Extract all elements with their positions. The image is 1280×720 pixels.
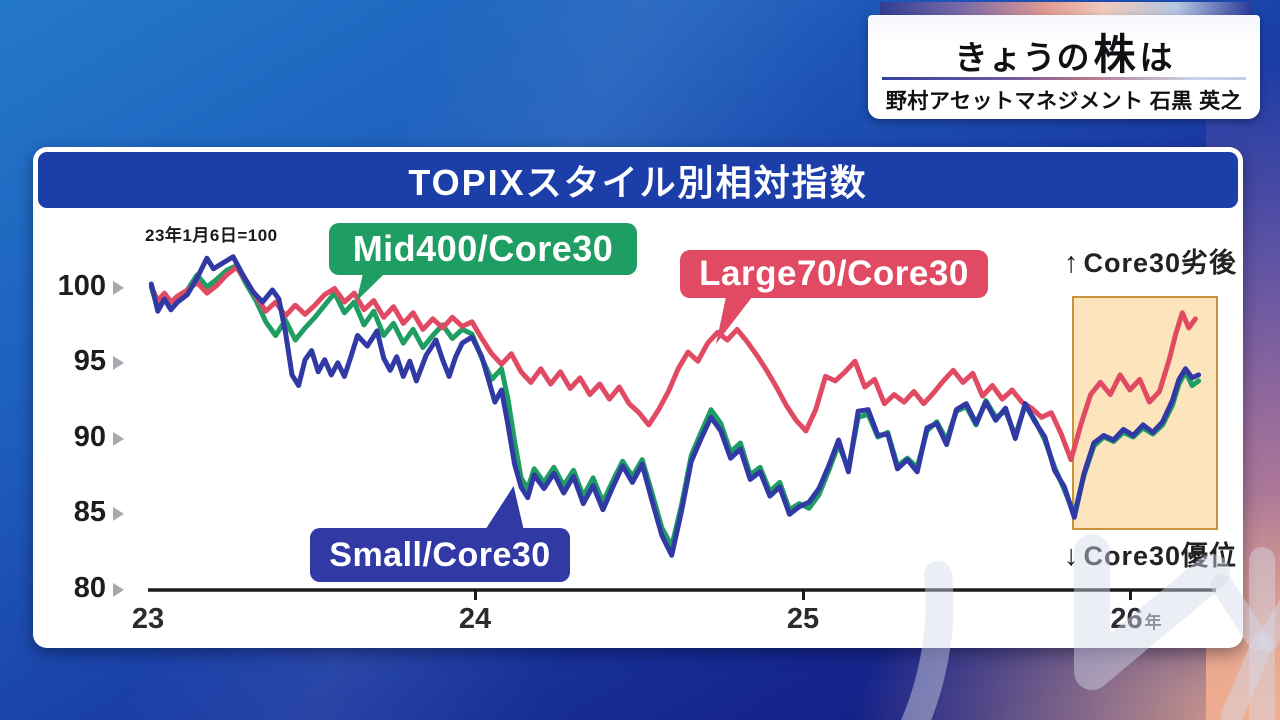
tick-pointer-icon [113,582,124,597]
tick-pointer-icon [113,280,124,295]
up-arrow-icon: ↑ [1063,247,1080,279]
header-gradient-strip [880,2,1252,15]
core30-outperform-annotation: ↓ Core30優位 [1063,540,1237,572]
mid400-series-label: Mid400/Core30 [329,223,637,301]
y-axis-tick-100: 100 [40,270,124,303]
y-axis-tick-85: 85 [40,496,124,529]
recent-period-highlight [1072,296,1218,530]
x-axis-tick-25: 25 [786,603,820,635]
program-title: きょうの株は [868,21,1260,82]
chart-title-bar: TOPIXスタイル別相対指数 [38,152,1238,208]
y-axis-tick-80: 80 [40,572,124,605]
header-divider [882,77,1246,80]
tick-pointer-icon [113,355,124,370]
tick-pointer-icon [113,431,124,446]
y-axis-tick-95: 95 [40,345,124,378]
large70-series-label: Large70/Core30 [680,250,988,344]
down-arrow-icon: ↓ [1063,540,1080,572]
small-series-label: Small/Core30 [310,486,570,582]
x-axis-tick-24: 24 [458,603,492,635]
chart-title: TOPIXスタイル別相対指数 [408,162,868,203]
x-axis-tickmark-25 [802,590,805,600]
x-axis-tickmark-24 [474,590,477,600]
program-header-card: きょうの株は 野村アセットマネジメント 石黒 英之 [868,15,1260,119]
x-axis-tickmark-26 [1129,590,1132,600]
guest-name: 野村アセットマネジメント 石黒 英之 [885,90,1243,113]
index-base-note: 23年1月6日=100 [145,226,278,245]
program-title-emphasis: 株 [1093,31,1137,78]
y-axis-tick-90: 90 [40,421,124,454]
program-title-suffix: は [1139,39,1174,76]
core30-underperform-annotation: ↑ Core30劣後 [1063,247,1237,279]
x-axis-unit: 年 [1144,613,1162,632]
program-title-prefix: きょうの [954,39,1091,76]
x-axis-tick-23: 23 [131,603,165,635]
tick-pointer-icon [113,506,124,521]
x-axis-tick-26: 26 年 [1110,603,1162,635]
